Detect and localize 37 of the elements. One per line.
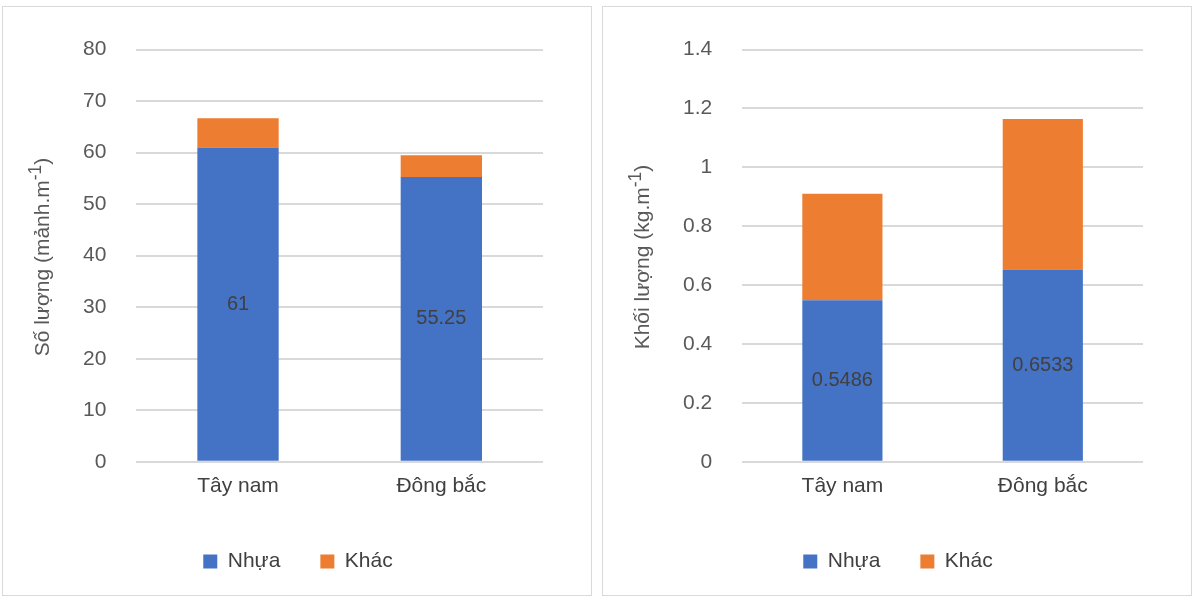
x-tick-label: Đông bắc (396, 473, 487, 497)
data-label: 55.25 (416, 306, 467, 329)
y-tick-label: 0 (94, 448, 107, 472)
y-tick-label: 60 (83, 139, 107, 163)
data-label: 61 (226, 291, 250, 314)
data-label: 0.5486 (811, 368, 873, 391)
bar (400, 155, 482, 178)
legend-label: Nhựa (227, 548, 281, 572)
y-tick-label: 0.2 (682, 389, 713, 413)
y-tick-label: 70 (83, 87, 107, 111)
y-tick-label: 1 (700, 154, 713, 178)
legend-label: Nhựa (827, 548, 881, 572)
y-tick-label: 0.6 (682, 271, 713, 295)
bar (197, 118, 279, 148)
y-tick-label: 40 (83, 242, 107, 266)
y-tick-label: 10 (83, 397, 107, 421)
bar (400, 177, 482, 461)
bar (1002, 119, 1083, 270)
y-tick-label: 20 (83, 345, 107, 369)
y-tick-label: 50 (83, 190, 107, 214)
bar (802, 300, 883, 461)
x-tick-label: Tây nam (801, 473, 884, 497)
bar (802, 193, 883, 301)
bar (197, 147, 279, 461)
y-tick-label: 30 (83, 294, 107, 318)
y-tick-label: 0.4 (682, 330, 713, 354)
data-label: 0.6533 (1012, 352, 1074, 375)
x-tick-label: Đông bắc (997, 473, 1088, 497)
bar (1002, 269, 1083, 461)
y-tick-label: 0 (700, 448, 713, 472)
legend-label: Khác (344, 548, 393, 572)
y-tick-label: 1.4 (682, 36, 713, 60)
x-tick-label: Tây nam (197, 473, 279, 497)
y-tick-label: 0.8 (682, 213, 713, 237)
y-tick-label: 1.2 (682, 95, 713, 119)
legend-label: Khác (944, 548, 993, 572)
y-tick-label: 80 (83, 36, 107, 60)
